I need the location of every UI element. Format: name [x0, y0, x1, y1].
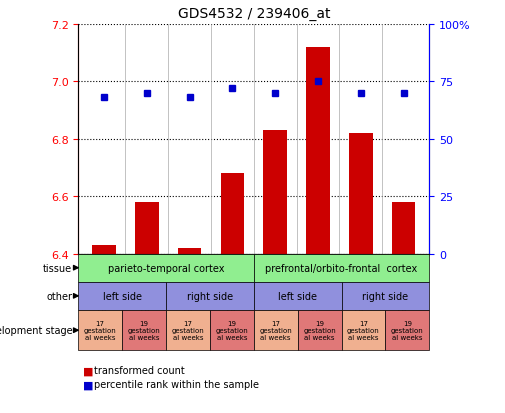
Text: left side: left side [278, 291, 317, 301]
Text: 19
gestation
al weeks: 19 gestation al weeks [391, 320, 424, 340]
Text: right side: right side [362, 291, 409, 301]
Text: 17
gestation
al weeks: 17 gestation al weeks [260, 320, 292, 340]
Text: percentile rank within the sample: percentile rank within the sample [94, 380, 260, 389]
Bar [135, 202, 159, 254]
Text: prefrontal/orbito-frontal  cortex: prefrontal/orbito-frontal cortex [266, 263, 418, 273]
Text: tissue: tissue [43, 263, 72, 273]
Text: left side: left side [103, 291, 141, 301]
Text: 17
gestation
al weeks: 17 gestation al weeks [84, 320, 117, 340]
Bar [178, 248, 201, 254]
Text: 17
gestation
al weeks: 17 gestation al weeks [347, 320, 380, 340]
Bar [306, 48, 330, 254]
Bar [392, 202, 415, 254]
Text: transformed count: transformed count [94, 366, 185, 375]
Bar [264, 131, 287, 254]
Text: other: other [46, 291, 72, 301]
Text: ■: ■ [83, 366, 94, 375]
Text: development stage: development stage [0, 325, 72, 335]
Title: GDS4532 / 239406_at: GDS4532 / 239406_at [178, 7, 330, 21]
Bar [221, 174, 244, 254]
Text: 19
gestation
al weeks: 19 gestation al weeks [303, 320, 336, 340]
Text: 17
gestation
al weeks: 17 gestation al weeks [172, 320, 205, 340]
Bar [349, 134, 373, 254]
Text: right side: right side [187, 291, 233, 301]
Text: ■: ■ [83, 380, 94, 389]
Text: 19
gestation
al weeks: 19 gestation al weeks [216, 320, 248, 340]
Bar [92, 245, 116, 254]
Text: parieto-temporal cortex: parieto-temporal cortex [108, 263, 224, 273]
Text: 19
gestation
al weeks: 19 gestation al weeks [128, 320, 161, 340]
